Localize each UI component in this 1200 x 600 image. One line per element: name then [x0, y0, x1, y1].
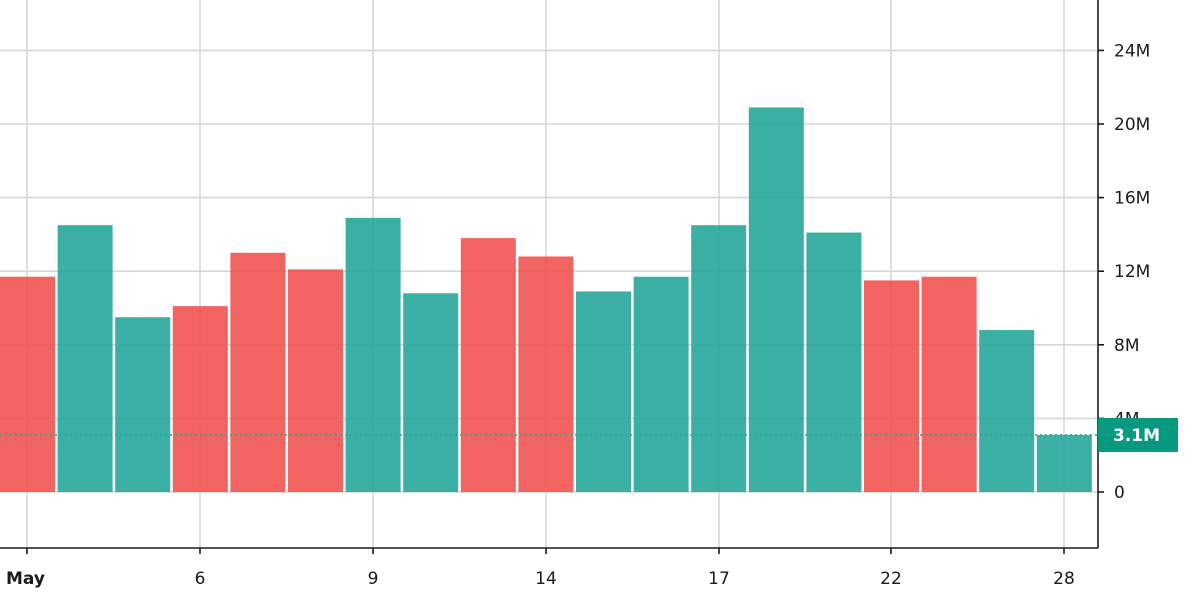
y-tick-label: 24M: [1114, 41, 1150, 61]
volume-bar: [172, 306, 228, 492]
volume-bar: [921, 276, 977, 492]
volume-bar: [345, 217, 401, 492]
y-tick-label: 0: [1114, 483, 1125, 503]
volume-bar: [633, 276, 689, 492]
x-axis-ticks: May 6 9 14 17 22 28: [6, 548, 1075, 589]
x-tick-label: 22: [880, 569, 902, 589]
volume-bar: [57, 225, 113, 492]
volume-bar: [403, 293, 459, 492]
volume-bars: [0, 107, 1092, 492]
y-tick-label: 8M: [1114, 336, 1139, 356]
last-value-badge: 3.1M: [1098, 417, 1178, 452]
y-tick-label: 20M: [1114, 115, 1150, 135]
volume-bar: [864, 280, 919, 492]
x-tick-label: 6: [195, 569, 206, 589]
x-tick-label: 17: [708, 569, 730, 589]
volume-bar: [115, 317, 171, 492]
volume-bar: [979, 330, 1035, 492]
volume-bar: [806, 232, 862, 492]
volume-bar: [576, 291, 631, 492]
volume-bar: [0, 276, 55, 492]
x-tick-label: 9: [368, 569, 379, 589]
x-tick-label: 28: [1053, 569, 1075, 589]
volume-bar: [691, 225, 747, 492]
volume-bar: [230, 252, 286, 492]
last-value-badge-bg: [1098, 417, 1178, 452]
x-tick-label: 14: [535, 569, 557, 589]
y-tick-label: 16M: [1114, 189, 1150, 209]
volume-bar: [460, 238, 516, 492]
y-tick-label: 12M: [1114, 262, 1150, 282]
volume-bar: [748, 107, 804, 492]
volume-bar: [518, 256, 574, 492]
volume-bar: [1036, 434, 1092, 492]
volume-bar: [288, 269, 343, 492]
x-tick-label: May: [6, 569, 45, 589]
last-value-label: 3.1M: [1113, 426, 1160, 446]
